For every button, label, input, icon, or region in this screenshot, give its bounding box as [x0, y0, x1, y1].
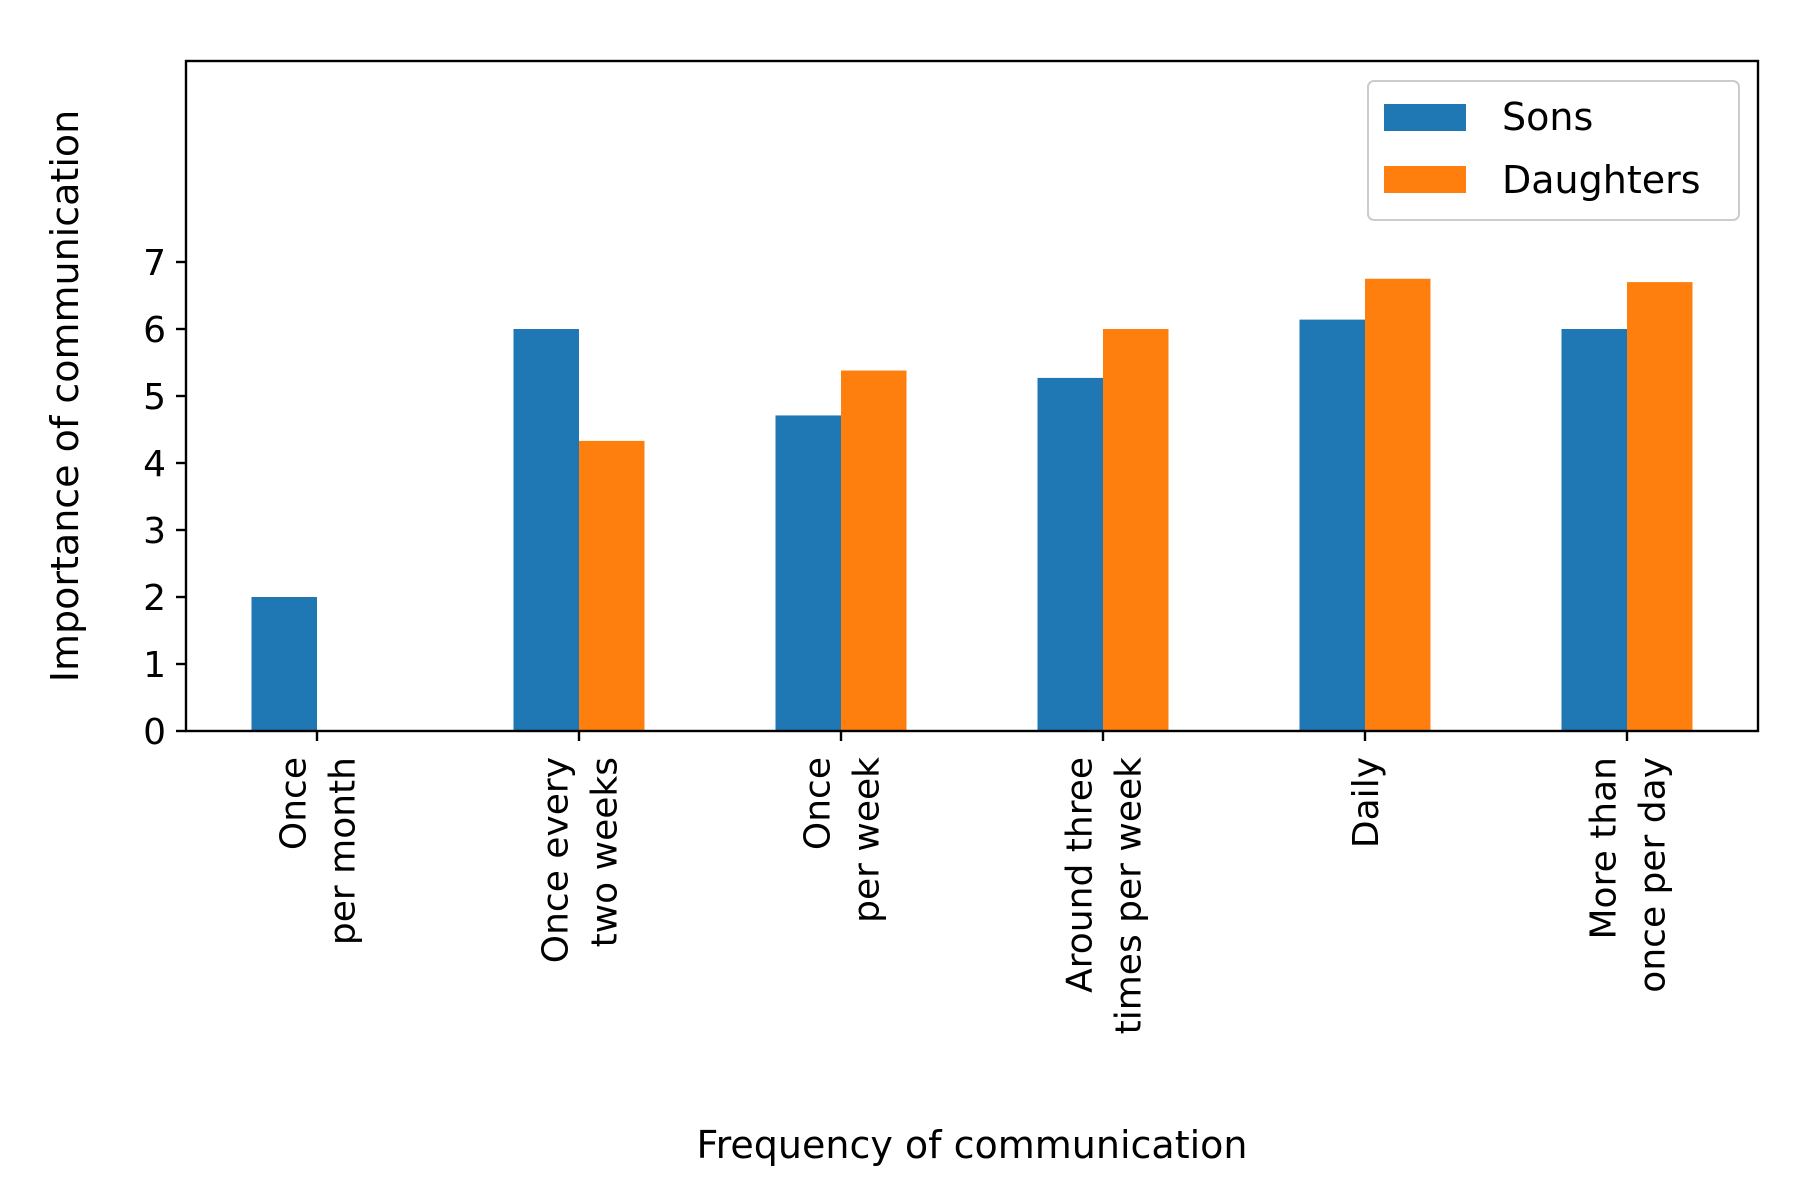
bar-daughters-5	[1627, 282, 1693, 731]
y-tick-label: 1	[143, 645, 166, 686]
bar-daughters-3	[1103, 329, 1169, 731]
x-tick-label: Around three	[1060, 757, 1101, 993]
x-tick-label: per week	[847, 757, 888, 923]
y-tick-label: 7	[143, 243, 166, 284]
legend-label-daughters: Daughters	[1502, 158, 1701, 202]
x-tick-label: Daily	[1346, 757, 1387, 848]
y-axis: 0 1 2 3 4 5 6 7	[143, 243, 186, 753]
bar-daughters-2	[841, 370, 907, 731]
x-tick-label: Once	[274, 757, 315, 850]
legend: Sons Daughters	[1367, 80, 1740, 221]
y-tick-label: 6	[143, 310, 166, 351]
x-axis: Once per month Once every two weeks Once per …	[274, 731, 1674, 1034]
y-tick-label: 0	[143, 712, 166, 753]
bar-daughters-1	[579, 440, 645, 731]
y-tick-label: 3	[143, 511, 166, 552]
x-tick-label: times per week	[1109, 757, 1150, 1035]
x-tick-label: two weeks	[585, 757, 626, 947]
legend-label-sons: Sons	[1502, 95, 1593, 139]
y-tick-label: 5	[143, 377, 166, 418]
bar-sons-2	[775, 415, 841, 731]
x-tick-label: per month	[323, 757, 364, 945]
bar-sons-5	[1561, 329, 1627, 731]
bar-sons-0	[251, 597, 317, 731]
bars-layer	[251, 278, 1693, 731]
x-tick-label: More than	[1584, 757, 1625, 940]
x-tick-label: Once every	[536, 757, 577, 963]
bar-sons-3	[1037, 377, 1103, 731]
y-tick-label: 4	[143, 444, 166, 485]
x-axis-title: Frequency of communication	[697, 1123, 1248, 1167]
bar-sons-1	[513, 329, 579, 731]
legend-swatch-sons	[1384, 104, 1466, 131]
y-tick-label: 2	[143, 578, 166, 619]
bar-sons-4	[1299, 319, 1365, 731]
x-tick-label: Once	[798, 757, 839, 850]
x-tick-label: once per day	[1633, 757, 1674, 993]
bar-daughters-4	[1365, 278, 1431, 731]
y-axis-title: Importance of communication	[43, 110, 87, 682]
legend-swatch-daughters	[1384, 166, 1466, 193]
